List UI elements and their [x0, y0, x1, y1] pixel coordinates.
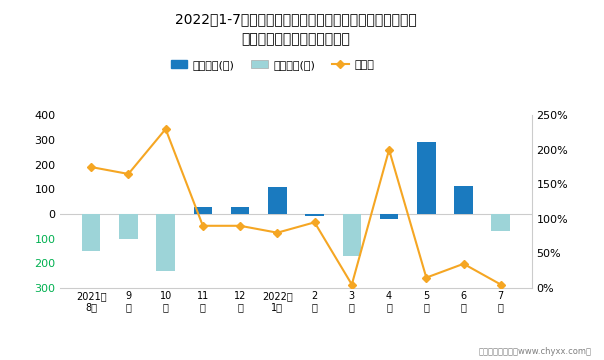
Bar: [342, 214, 361, 256]
Bar: [119, 214, 138, 239]
Bar: [380, 214, 399, 219]
Bar: [305, 214, 324, 216]
Bar: [193, 207, 212, 214]
Title: 2022年1-7月东风英菲尼迪旗下最畅销轿车（英菲尼迪）近
一年库存情况及产销率统计图: 2022年1-7月东风英菲尼迪旗下最畅销轿车（英菲尼迪）近 一年库存情况及产销率…: [175, 13, 417, 46]
Bar: [417, 142, 435, 214]
Text: 制图：智研咨询（www.chyxx.com）: 制图：智研咨询（www.chyxx.com）: [479, 347, 592, 356]
Bar: [82, 214, 100, 251]
Bar: [454, 185, 473, 214]
Bar: [231, 207, 249, 214]
Bar: [492, 214, 510, 231]
Legend: 积压库存(辆), 清仓库存(辆), 产销率: 积压库存(辆), 清仓库存(辆), 产销率: [166, 55, 379, 74]
Bar: [156, 214, 175, 271]
Bar: [268, 187, 287, 214]
